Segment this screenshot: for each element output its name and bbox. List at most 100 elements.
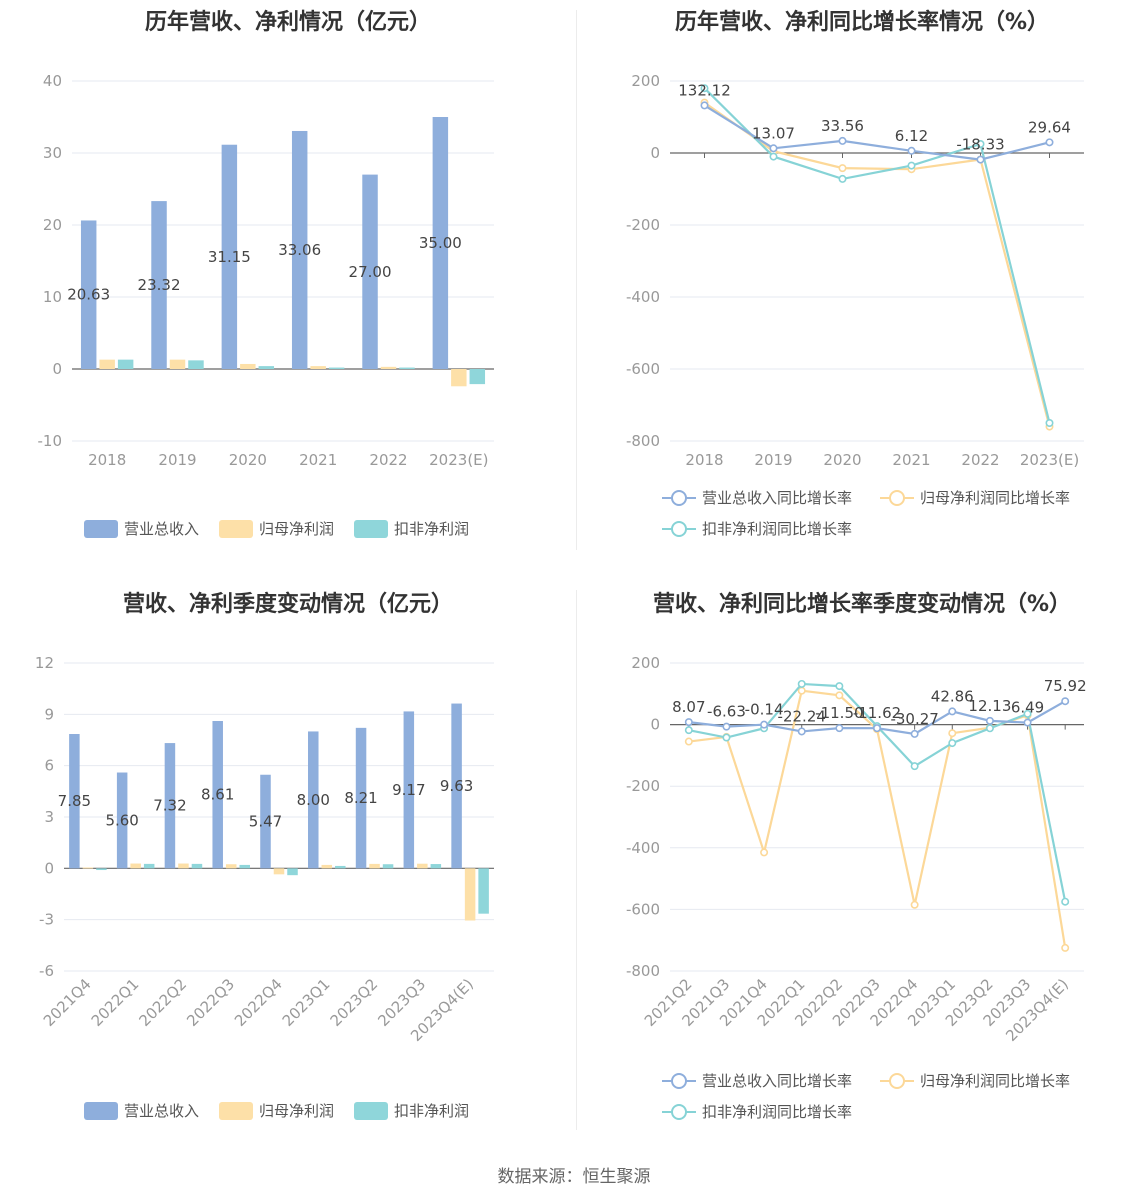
series-point-2 bbox=[907, 161, 916, 170]
legend-swatch bbox=[354, 520, 388, 538]
quarter-growth-panel: 营收、净利同比增长率季度变动情况（%） -800 -600 -400 -200 0 200… bbox=[576, 580, 1148, 1150]
bar-2 bbox=[239, 864, 250, 869]
annual-growth-panel: 历年营收、净利同比增长率情况（%） -800 -600 -400 -200 0 200 20… bbox=[576, 0, 1148, 570]
data-label: 35.00 bbox=[419, 234, 462, 252]
data-label: 8.21 bbox=[344, 789, 377, 807]
bar-0 bbox=[355, 727, 367, 869]
annual-bar-title: 历年营收、净利情况（亿元） bbox=[144, 10, 431, 35]
bar-0 bbox=[260, 774, 271, 869]
series-point-2 bbox=[835, 682, 844, 691]
bar-2 bbox=[287, 868, 298, 876]
x-tick-label: 2020 bbox=[823, 451, 861, 469]
bar-0 bbox=[212, 721, 223, 869]
series-point-0 bbox=[797, 727, 806, 736]
y-tick-label: 20 bbox=[43, 216, 62, 234]
series-point-2 bbox=[838, 174, 847, 183]
data-label: 7.32 bbox=[153, 797, 186, 815]
legend-label: 归母净利润同比增长率 bbox=[920, 489, 1070, 507]
data-label: 29.64 bbox=[1028, 118, 1071, 136]
bar-2 bbox=[188, 360, 204, 369]
bar-1 bbox=[225, 864, 237, 869]
data-label: -11.62 bbox=[853, 704, 901, 722]
bar-1 bbox=[464, 868, 476, 921]
y-tick-label: -200 bbox=[626, 216, 660, 234]
series-point-1 bbox=[838, 164, 847, 173]
series-point-0 bbox=[700, 101, 709, 110]
bar-0 bbox=[432, 117, 449, 369]
y-tick-label: -600 bbox=[626, 900, 660, 918]
quarter-growth-chart: -800-600-400-20002002021Q22021Q32021Q420… bbox=[626, 654, 1087, 1121]
annual-growth-title: 历年营收、净利同比增长率情况（%） bbox=[674, 10, 1050, 35]
data-label: 7.85 bbox=[58, 792, 91, 810]
legend-marker bbox=[671, 521, 687, 537]
bar-1 bbox=[240, 363, 256, 369]
data-label: 20.63 bbox=[67, 286, 110, 304]
bar-0 bbox=[116, 772, 128, 869]
series-line-2 bbox=[703, 87, 1051, 424]
bar-2 bbox=[143, 863, 155, 869]
bar-1 bbox=[321, 864, 333, 869]
annual-growth-chart: -800 -600 -400 -200 0 200 2018 2019 2020 2021 2022… bbox=[626, 72, 1084, 538]
y-tick-label: -3 bbox=[39, 911, 54, 929]
x-tick-label: 2023Q2 bbox=[327, 975, 382, 1030]
series-point-0 bbox=[1061, 697, 1070, 706]
x-tick-label: 2023(E) bbox=[429, 451, 488, 469]
bar-1 bbox=[417, 863, 428, 869]
x-tick-label: 2021 bbox=[299, 451, 337, 469]
quarter-bar-chart: -6 -3 0 3 6 9 12 2021Q42022Q12022Q22022Q32022Q4… bbox=[35, 654, 494, 1120]
bar-2 bbox=[258, 366, 275, 369]
series-point-0 bbox=[976, 155, 985, 164]
series-point-0 bbox=[910, 729, 919, 738]
y-tick-label: -400 bbox=[626, 839, 660, 857]
legend-label: 营业总收入同比增长率 bbox=[702, 489, 852, 507]
bar-2 bbox=[335, 865, 346, 869]
data-label: -30.27 bbox=[890, 710, 938, 728]
y-tick-label: -200 bbox=[626, 777, 660, 795]
bar-1 bbox=[82, 867, 94, 869]
y-tick-label: -600 bbox=[626, 360, 660, 378]
y-tick-label: 200 bbox=[631, 72, 660, 90]
legend-label: 扣非净利润 bbox=[394, 520, 469, 538]
legend-swatch bbox=[354, 1102, 388, 1120]
series-point-2 bbox=[1045, 418, 1054, 427]
y-tick-label: 0 bbox=[650, 716, 660, 734]
legend-label: 归母净利润同比增长率 bbox=[920, 1072, 1070, 1090]
y-tick-label: 0 bbox=[650, 144, 660, 162]
bar-2 bbox=[478, 868, 489, 914]
series-point-0 bbox=[835, 724, 844, 733]
series-point-0 bbox=[838, 136, 847, 145]
legend-label: 扣非净利润同比增长率 bbox=[702, 520, 852, 538]
x-tick-label: 2018 bbox=[685, 451, 723, 469]
x-tick-label: 2020 bbox=[229, 451, 267, 469]
series-point-0 bbox=[872, 724, 881, 733]
vertical-divider-bottom bbox=[576, 590, 577, 1130]
y-tick-label: -800 bbox=[626, 962, 660, 980]
bar-1 bbox=[451, 369, 467, 387]
data-label: 13.07 bbox=[752, 124, 795, 142]
data-source-footer: 数据来源：恒生聚源 bbox=[497, 1167, 651, 1187]
data-label: -22.24 bbox=[778, 707, 826, 725]
data-label: 8.07 bbox=[672, 698, 705, 716]
series-point-1 bbox=[1061, 943, 1070, 952]
x-tick-label: 2023Q1 bbox=[279, 975, 334, 1030]
series-point-2 bbox=[910, 762, 919, 771]
y-tick-label: 6 bbox=[44, 757, 54, 775]
legend-marker bbox=[671, 1104, 687, 1120]
bar-0 bbox=[151, 201, 167, 369]
y-tick-label: 40 bbox=[43, 72, 62, 90]
legend-label: 扣非净利润 bbox=[394, 1102, 469, 1120]
bar-1 bbox=[380, 366, 397, 369]
series-point-0 bbox=[948, 707, 957, 716]
x-tick-label: 2023(E) bbox=[1020, 451, 1079, 469]
bar-2 bbox=[382, 864, 394, 869]
series-point-0 bbox=[907, 146, 916, 155]
bar-2 bbox=[430, 864, 442, 869]
legend-label: 扣非净利润同比增长率 bbox=[702, 1103, 852, 1121]
y-tick-label: 10 bbox=[43, 288, 62, 306]
y-tick-label: 3 bbox=[44, 808, 54, 826]
legend-marker bbox=[671, 1073, 687, 1089]
bar-0 bbox=[403, 711, 415, 869]
data-label: 9.63 bbox=[440, 777, 473, 795]
x-tick-label: 2019 bbox=[158, 451, 196, 469]
series-point-2 bbox=[684, 726, 693, 735]
